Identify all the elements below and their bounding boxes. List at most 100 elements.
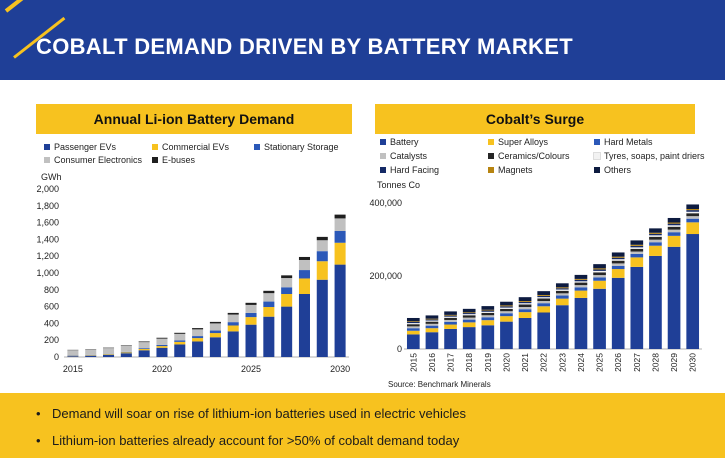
bar-segment xyxy=(406,324,420,327)
bar-segment xyxy=(518,304,532,308)
bar-segment xyxy=(686,234,700,349)
legend-item-battery: Battery xyxy=(380,137,419,148)
bar-segment xyxy=(85,355,97,357)
bar-segment xyxy=(156,337,168,339)
legend-swatch xyxy=(594,139,600,145)
bar-segment xyxy=(537,295,551,298)
y-axis-label: GWh xyxy=(41,172,62,182)
bar-segment xyxy=(481,320,495,326)
bar-segment xyxy=(462,314,476,316)
bar-segment xyxy=(209,330,221,334)
bar-segment xyxy=(316,251,328,262)
y-tick-label: 400,000 xyxy=(369,198,402,208)
x-tick-label: 2024 xyxy=(576,353,586,372)
legend-label: Catalysts xyxy=(390,151,428,161)
bar-segment xyxy=(174,341,186,345)
bar-segment xyxy=(462,315,476,318)
bar-segment xyxy=(649,255,662,349)
legend-item-commercial-evs: Commercial EVs xyxy=(152,142,229,153)
bar-segment xyxy=(537,306,551,313)
bar-segment xyxy=(425,328,439,333)
bar-segment xyxy=(103,348,115,354)
bar-segment xyxy=(574,282,588,286)
bar-segment xyxy=(555,283,569,288)
x-tick-label: 2026 xyxy=(613,353,623,372)
x-tick-label: 2025 xyxy=(595,353,605,372)
y-tick-label: 2,000 xyxy=(36,184,59,194)
bar-segment xyxy=(481,306,495,310)
bar-segment xyxy=(406,317,420,322)
x-tick-label: 2020 xyxy=(152,364,172,374)
bar-segment xyxy=(316,236,328,241)
bar-segment xyxy=(444,314,457,316)
bar-segment xyxy=(686,204,700,210)
bar-segment xyxy=(462,312,476,314)
bar-segment xyxy=(630,247,644,249)
legend-item-catalysts: Catalysts xyxy=(380,151,427,162)
legend-item-stationary-storage: Stationary Storage xyxy=(254,142,339,153)
legend-item-e-buses: E-buses xyxy=(152,155,195,166)
bar-segment xyxy=(686,213,700,217)
y-tick-label: 400 xyxy=(44,318,59,328)
legend-item-passenger-evs: Passenger EVs xyxy=(44,142,116,153)
bar-segment xyxy=(518,297,532,301)
bar-segment xyxy=(334,214,346,219)
legend-label: Tyres, soaps, paint driers xyxy=(604,151,705,161)
bar-segment xyxy=(192,336,204,339)
bar-segment xyxy=(138,341,150,343)
bar-segment xyxy=(574,281,588,283)
bar-segment xyxy=(481,325,495,349)
bar-segment xyxy=(593,269,606,271)
bar-segment xyxy=(500,307,513,309)
bullet-item: • Lithium-ion batteries already account f… xyxy=(36,433,459,448)
bar-segment xyxy=(245,324,257,357)
bar-segment xyxy=(593,272,606,276)
bar-segment xyxy=(649,239,662,243)
bar-segment xyxy=(209,321,221,324)
bar-segment xyxy=(649,228,662,233)
bar-segment xyxy=(462,327,476,349)
bar-segment xyxy=(120,353,132,357)
bar-segment xyxy=(593,277,606,281)
bar-segment xyxy=(667,232,681,236)
bar-segment xyxy=(156,344,168,347)
bar-segment xyxy=(574,274,588,279)
bar-segment xyxy=(500,316,513,322)
bar-segment xyxy=(649,233,662,236)
legend-swatch xyxy=(594,167,600,173)
bullet-dot: • xyxy=(36,433,41,448)
bar-segment xyxy=(518,307,532,310)
bar-segment xyxy=(174,332,186,334)
bar-segment xyxy=(555,290,569,294)
bar-segment xyxy=(630,257,644,267)
bar-segment xyxy=(630,244,644,246)
bar-segment xyxy=(227,322,239,326)
x-tick-label: 2015 xyxy=(63,364,83,374)
bar-segment xyxy=(667,246,681,349)
bullet-text: Demand will soar on rise of lithium-ion … xyxy=(52,406,467,421)
bar-segment xyxy=(649,245,662,256)
bar-segment xyxy=(649,235,662,237)
legend-item-ceramics-colours: Ceramics/Colours xyxy=(488,151,570,162)
bar-segment xyxy=(555,305,569,349)
y-axis-label: Tonnes Co xyxy=(377,180,420,190)
bar-segment xyxy=(611,265,625,270)
bar-segment xyxy=(444,311,457,315)
bar-segment xyxy=(462,308,476,313)
x-tick-label: 2019 xyxy=(483,353,493,372)
bar-segment xyxy=(518,303,532,305)
bar-segment xyxy=(406,321,420,324)
bar-segment xyxy=(462,313,476,315)
bar-segment xyxy=(263,301,275,308)
bar-segment xyxy=(263,316,275,357)
bar-segment xyxy=(263,293,275,302)
bar-segment xyxy=(481,317,495,321)
bar-segment xyxy=(574,279,588,282)
x-tick-label: 2029 xyxy=(669,353,679,372)
bar-segment xyxy=(425,325,439,329)
bar-segment xyxy=(281,294,293,307)
bar-segment xyxy=(281,287,293,294)
bar-segment xyxy=(649,232,662,234)
x-tick-label: 2028 xyxy=(650,353,660,372)
